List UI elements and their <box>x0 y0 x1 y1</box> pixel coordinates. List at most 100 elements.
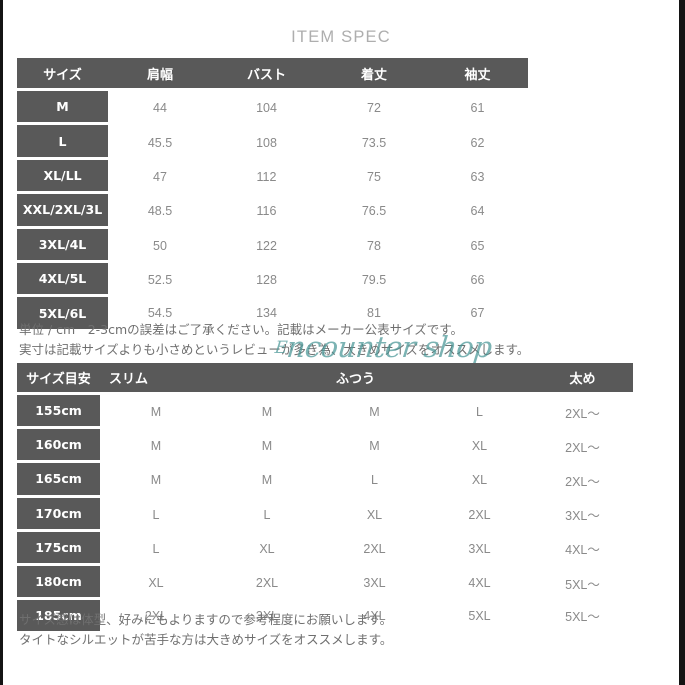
spec-cell: 44 <box>108 91 212 126</box>
spec-cell: 78 <box>321 228 427 263</box>
guide-cell: L <box>322 463 427 498</box>
spec-cell: 66 <box>427 262 528 298</box>
spec-header-row: サイズ 肩幅 バスト 着丈 袖丈 <box>17 58 528 91</box>
table-row: L 45.5 108 73.5 62 <box>17 125 528 160</box>
spec-size-label: L <box>17 125 108 160</box>
guide-cell: 3XL <box>322 565 427 601</box>
guide-cell: M <box>212 395 322 430</box>
guide-header-cell-wide: 太め <box>532 363 633 395</box>
spec-cell: 73.5 <box>321 125 427 160</box>
spec-cell: 63 <box>427 159 528 195</box>
guide-cell: M <box>100 429 212 464</box>
table-row: XL/LL 47 112 75 63 <box>17 159 528 195</box>
guide-header-cell-slim: スリム <box>100 363 322 395</box>
spec-cell: 112 <box>212 159 321 195</box>
guide-cell: XL <box>100 565 212 601</box>
guide-cell: M <box>100 395 212 430</box>
table-row: 185cm 2XL 3XL 4XL 5XL 5XL〜 <box>17 600 633 632</box>
guide-cell: XL <box>212 531 322 566</box>
spec-cell: 104 <box>212 91 321 126</box>
spec-size-label: 3XL/4L <box>17 228 108 263</box>
guide-cell: 2XL <box>427 497 532 532</box>
guide-cell: 2XL <box>100 600 212 632</box>
measurement-note: 単位 / cm 2-3cmの誤差はご了承ください。記載はメーカー公表サイズです。… <box>19 320 529 360</box>
guide-cell: 2XL〜 <box>532 463 633 498</box>
guide-height-label: 185cm <box>17 600 100 632</box>
guide-cell: 5XL〜 <box>532 565 633 601</box>
guide-cell: 3XL <box>427 531 532 566</box>
guide-cell: 4XL <box>322 600 427 632</box>
table-row: 5XL/6L 54.5 134 81 67 <box>17 297 528 329</box>
guide-height-label: 165cm <box>17 463 100 498</box>
guide-cell: M <box>212 463 322 498</box>
guide-header-cell-normal: ふつう <box>322 363 532 395</box>
spec-cell: 134 <box>212 297 321 329</box>
spec-header-cell: 袖丈 <box>427 58 528 91</box>
guide-header-cell: サイズ目安 <box>17 363 100 395</box>
guide-cell: L <box>427 395 532 430</box>
spec-cell: 75 <box>321 159 427 195</box>
guide-height-label: 180cm <box>17 565 100 601</box>
guide-cell: 2XL <box>212 565 322 601</box>
spec-cell: 52.5 <box>108 262 212 298</box>
guide-cell: M <box>100 463 212 498</box>
guide-header-row: サイズ目安 スリム ふつう 太め <box>17 363 633 395</box>
table-row: 155cm M M M L 2XL〜 <box>17 395 633 430</box>
spec-cell: 47 <box>108 159 212 195</box>
spec-cell: 76.5 <box>321 194 427 229</box>
table-row: 170cm L L XL 2XL 3XL〜 <box>17 497 633 532</box>
table-row: 175cm L XL 2XL 3XL 4XL〜 <box>17 531 633 566</box>
guide-height-label: 160cm <box>17 429 100 464</box>
spec-cell: 81 <box>321 297 427 329</box>
guide-cell: 4XL <box>427 565 532 601</box>
guide-height-label: 170cm <box>17 497 100 532</box>
table-row: 180cm XL 2XL 3XL 4XL 5XL〜 <box>17 565 633 601</box>
spec-header-cell: 肩幅 <box>108 58 212 91</box>
page-title: ITEM SPEC <box>291 28 391 46</box>
spec-cell: 62 <box>427 125 528 160</box>
table-row: 3XL/4L 50 122 78 65 <box>17 228 528 263</box>
guide-cell: XL <box>427 429 532 464</box>
guide-cell: XL <box>322 497 427 532</box>
spec-cell: 65 <box>427 228 528 263</box>
spec-cell: 67 <box>427 297 528 329</box>
guide-cell: 3XL〜 <box>532 497 633 532</box>
guide-height-label: 155cm <box>17 395 100 430</box>
guide-cell: 2XL〜 <box>532 429 633 464</box>
spec-cell: 54.5 <box>108 297 212 329</box>
spec-size-label: XXL/2XL/3L <box>17 194 108 229</box>
guide-cell: 2XL <box>322 531 427 566</box>
table-row: 165cm M M L XL 2XL〜 <box>17 463 633 498</box>
spec-cell: 128 <box>212 262 321 298</box>
guide-cell: M <box>322 395 427 430</box>
spec-header-cell: 着丈 <box>321 58 427 91</box>
spec-cell: 108 <box>212 125 321 160</box>
spec-cell: 79.5 <box>321 262 427 298</box>
spec-cell: 48.5 <box>108 194 212 229</box>
size-advice-line2: タイトなシルエットが苦手な方は大きめサイズをオススメします。 <box>19 632 393 647</box>
table-row: 160cm M M M XL 2XL〜 <box>17 429 633 464</box>
size-advice-note: サイズ感は体型、好みにもよりますので参考程度にお願いします。 タイトなシルエット… <box>19 610 392 650</box>
measurement-note-line2: 実寸は記載サイズよりも小さめというレビューが多き為、大きめサイズをオススメします… <box>19 342 530 357</box>
spec-cell: 61 <box>427 91 528 126</box>
spec-size-label: M <box>17 91 108 126</box>
spec-header-cell: バスト <box>212 58 321 91</box>
table-row: 4XL/5L 52.5 128 79.5 66 <box>17 262 528 298</box>
guide-height-label: 175cm <box>17 531 100 566</box>
spec-cell: 116 <box>212 194 321 229</box>
measurement-note-line1: 単位 / cm 2-3cmの誤差はご了承ください。記載はメーカー公表サイズです。 <box>19 322 464 337</box>
spec-header-cell: サイズ <box>17 58 108 91</box>
spec-cell: 45.5 <box>108 125 212 160</box>
guide-cell: M <box>212 429 322 464</box>
guide-cell: 4XL〜 <box>532 531 633 566</box>
guide-cell: L <box>212 497 322 532</box>
size-guide-table: サイズ目安 スリム ふつう 太め 155cm M M M L 2XL〜 160c… <box>17 363 633 632</box>
guide-cell: 3XL <box>212 600 322 632</box>
spec-cell: 122 <box>212 228 321 263</box>
guide-cell: 2XL〜 <box>532 395 633 430</box>
guide-cell: M <box>322 429 427 464</box>
spec-size-label: XL/LL <box>17 159 108 195</box>
spec-size-label: 5XL/6L <box>17 297 108 329</box>
spec-cell: 50 <box>108 228 212 263</box>
